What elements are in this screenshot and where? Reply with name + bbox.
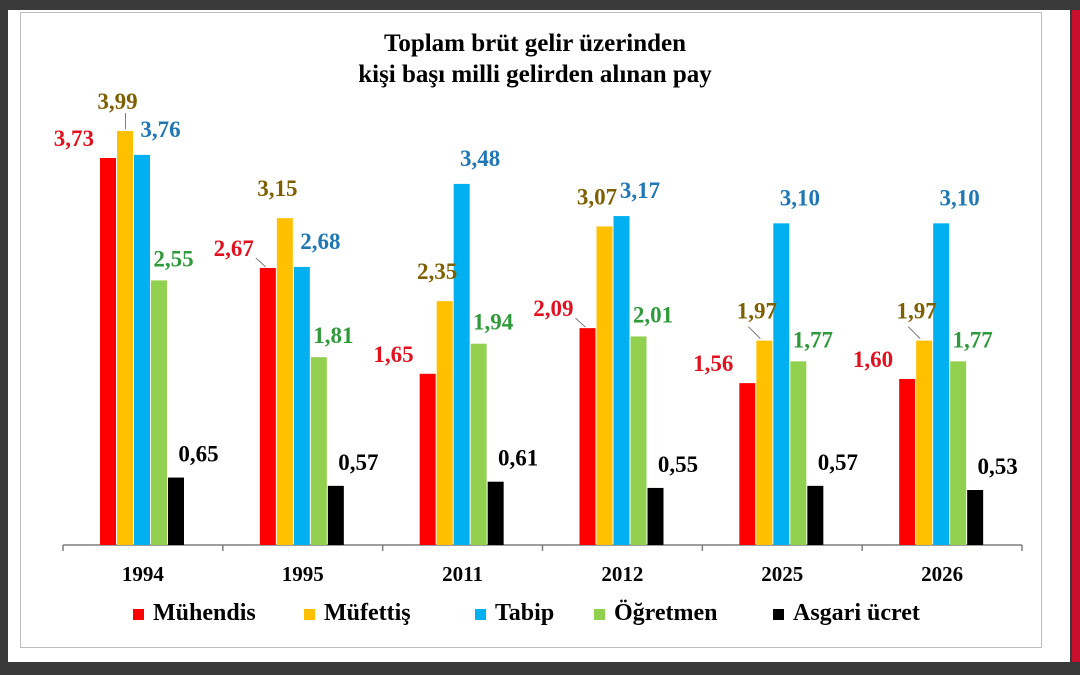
slide-edge-accent (1072, 10, 1080, 662)
leader-lines (125, 113, 921, 339)
bar-tabip-2012 (613, 216, 630, 545)
data-label: 1,56 (693, 351, 733, 376)
bar--retmen-2011 (470, 343, 487, 545)
bar--retmen-1994 (151, 280, 167, 545)
data-label: 3,48 (460, 146, 500, 171)
legend-swatch (304, 609, 315, 620)
chart-title: Toplam brüt gelir üzerinden kişi başı mi… (358, 30, 712, 88)
bar-m-fetti--2025 (756, 340, 773, 545)
data-label: 1,94 (473, 310, 514, 335)
data-label: 0,53 (978, 454, 1018, 479)
data-label: 0,65 (178, 442, 218, 467)
bar--retmen-2025 (790, 361, 807, 545)
data-label: 2,67 (214, 236, 254, 261)
bar-tabip-1994 (134, 154, 150, 545)
bar-m-hendis-2025 (739, 383, 756, 545)
chart-container (20, 12, 1042, 648)
x-tick-label: 1994 (122, 562, 165, 586)
data-label: 2,35 (417, 259, 457, 284)
bar-m-fetti--2012 (596, 226, 613, 545)
legend: Mühendis Müfettiş Tabip Öğretmen Asgari ücre… (133, 600, 920, 626)
bar-asgari-cret-2012 (647, 487, 664, 545)
data-label: 0,57 (338, 450, 378, 475)
bar-tabip-2011 (453, 183, 470, 545)
x-tick-label: 2025 (761, 562, 803, 586)
data-label: 1,65 (373, 342, 413, 367)
bar-m-fetti--2011 (436, 301, 453, 545)
bar-m-hendis-1995 (259, 267, 276, 545)
x-tick-label: 1995 (282, 562, 324, 586)
leader-line (575, 317, 586, 328)
data-label: 1,97 (897, 299, 937, 324)
data-label: 0,55 (658, 452, 698, 477)
leader-line (747, 326, 761, 339)
data-label: 3,10 (940, 185, 980, 210)
data-label: 1,77 (953, 327, 993, 352)
legend-swatch (133, 609, 144, 620)
bar-asgari-cret-2026 (967, 490, 984, 545)
x-axis: 1994 1995 2011 2012 2025 2026 (62, 544, 1023, 586)
bar-m-fetti--1994 (117, 131, 133, 545)
bar--retmen-2026 (950, 361, 967, 545)
data-label: 0,57 (818, 450, 858, 475)
legend-label: Müfettiş (324, 600, 411, 626)
bar-m-hendis-1994 (100, 157, 116, 545)
bar-asgari-cret-1995 (327, 485, 344, 545)
bars (100, 131, 984, 545)
bar-asgari-cret-2011 (487, 481, 504, 545)
data-label: 3,07 (577, 184, 617, 209)
bar-m-hendis-2012 (579, 328, 596, 545)
leader-line (907, 326, 921, 339)
data-label: 3,15 (257, 176, 297, 201)
bar-asgari-cret-1994 (168, 477, 184, 545)
legend-label: Öğretmen (614, 600, 718, 626)
chart-title-line-2: kişi başı milli gelirden alınan pay (358, 61, 712, 88)
x-tick-label: 2026 (921, 562, 963, 586)
legend-swatch (475, 609, 486, 620)
legend-label: Asgari ücret (793, 600, 920, 626)
bar--retmen-1995 (310, 357, 327, 545)
bar-m-fetti--1995 (276, 218, 293, 545)
bar-m-fetti--2026 (916, 340, 933, 545)
bar-tabip-2025 (773, 223, 790, 545)
data-label: 2,09 (533, 296, 573, 321)
legend-swatch (773, 609, 784, 620)
leader-line (255, 257, 267, 268)
x-tick-label: 2011 (442, 562, 483, 586)
data-label: 1,60 (853, 347, 893, 372)
data-label: 2,55 (153, 246, 193, 271)
data-label: 3,73 (54, 126, 94, 151)
data-label: 0,61 (498, 446, 538, 471)
legend-label: Tabip (495, 600, 554, 626)
data-label: 1,77 (793, 327, 833, 352)
chart-title-line-1: Toplam brüt gelir üzerinden (384, 30, 686, 57)
data-label: 3,76 (140, 117, 180, 142)
data-label: 2,01 (633, 302, 673, 327)
bar--retmen-2012 (630, 336, 647, 545)
data-label: 2,68 (300, 229, 340, 254)
data-labels: 3,733,993,76 2,55 0,65 2,67 3,15 2,68 1,81 0,57… (54, 89, 1018, 479)
data-label: 3,10 (780, 185, 820, 210)
bar-m-hendis-2011 (419, 373, 436, 545)
data-label: 3,17 (620, 178, 660, 203)
data-label: 3,99 (97, 89, 137, 114)
bar-tabip-2026 (933, 223, 950, 545)
bar-asgari-cret-2025 (807, 485, 824, 545)
data-label: 1,97 (737, 299, 777, 324)
legend-swatch (594, 609, 605, 620)
legend-label: Mühendis (153, 600, 256, 626)
data-label: 1,81 (313, 323, 353, 348)
x-tick-label: 2012 (601, 562, 643, 586)
bar-m-hendis-2026 (899, 378, 916, 545)
bar-tabip-1995 (293, 266, 310, 545)
